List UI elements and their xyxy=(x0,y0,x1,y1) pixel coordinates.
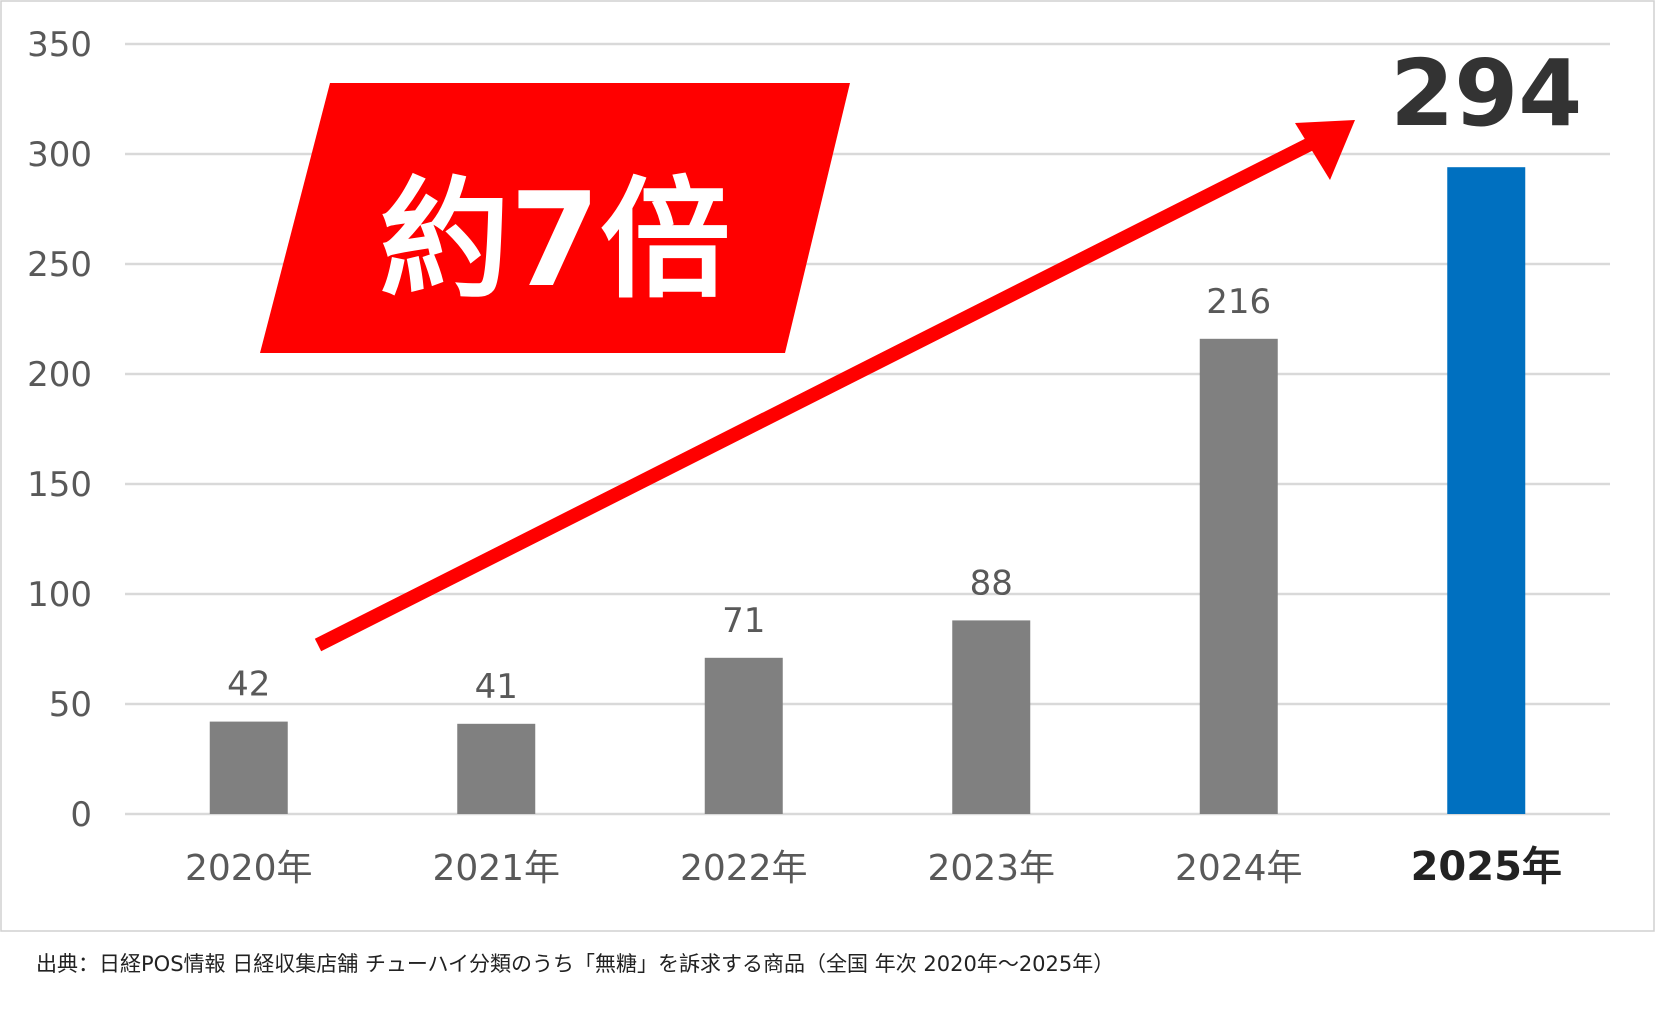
bar-2020年 xyxy=(209,721,288,814)
y-tick-label: 200 xyxy=(27,355,92,395)
x-tick-label: 2024年 xyxy=(1175,848,1303,889)
bar-2021年 xyxy=(457,723,536,814)
x-axis-ticks: 2020年 2021年 2022年 2023年 2024年 2025年 xyxy=(185,844,1562,890)
callout-banner xyxy=(260,83,850,353)
bar-2024年 xyxy=(1199,338,1278,814)
arrow-head xyxy=(1295,120,1355,180)
y-tick-label: 50 xyxy=(49,685,92,725)
x-tick-label: 2025年 xyxy=(1411,844,1562,890)
data-label: 88 xyxy=(970,563,1013,603)
y-tick-label: 0 xyxy=(70,795,92,835)
y-axis-ticks: 0 50 100 150 200 250 300 350 xyxy=(27,25,92,835)
data-labels: 42 41 71 88 216 294 xyxy=(227,40,1582,707)
y-tick-label: 100 xyxy=(27,575,92,615)
data-label: 42 xyxy=(227,665,270,705)
growth-arrow xyxy=(314,120,1355,652)
y-tick-label: 150 xyxy=(27,465,92,505)
data-label: 294 xyxy=(1390,40,1582,147)
x-tick-label: 2023年 xyxy=(927,848,1055,889)
y-tick-label: 350 xyxy=(27,25,92,65)
y-tick-label: 300 xyxy=(27,135,92,175)
callout-text: 約7倍 xyxy=(380,164,730,316)
bar-2025年 xyxy=(1447,167,1526,814)
x-tick-label: 2022年 xyxy=(680,848,808,889)
data-label: 216 xyxy=(1206,282,1271,322)
arrow-shaft xyxy=(314,133,1322,652)
x-tick-label: 2021年 xyxy=(432,848,560,889)
callout: 約7倍 xyxy=(260,83,850,353)
data-label: 41 xyxy=(475,667,518,707)
x-tick-label: 2020年 xyxy=(185,848,313,889)
bar-2023年 xyxy=(952,620,1031,814)
source-note: 出典：日経POS情報 日経収集店舗 チューハイ分類のうち「無糖」を訴求する商品（… xyxy=(36,952,1115,976)
y-tick-label: 250 xyxy=(27,245,92,285)
bar-2022年 xyxy=(704,657,783,814)
bars xyxy=(209,167,1526,814)
data-label: 71 xyxy=(722,601,765,641)
